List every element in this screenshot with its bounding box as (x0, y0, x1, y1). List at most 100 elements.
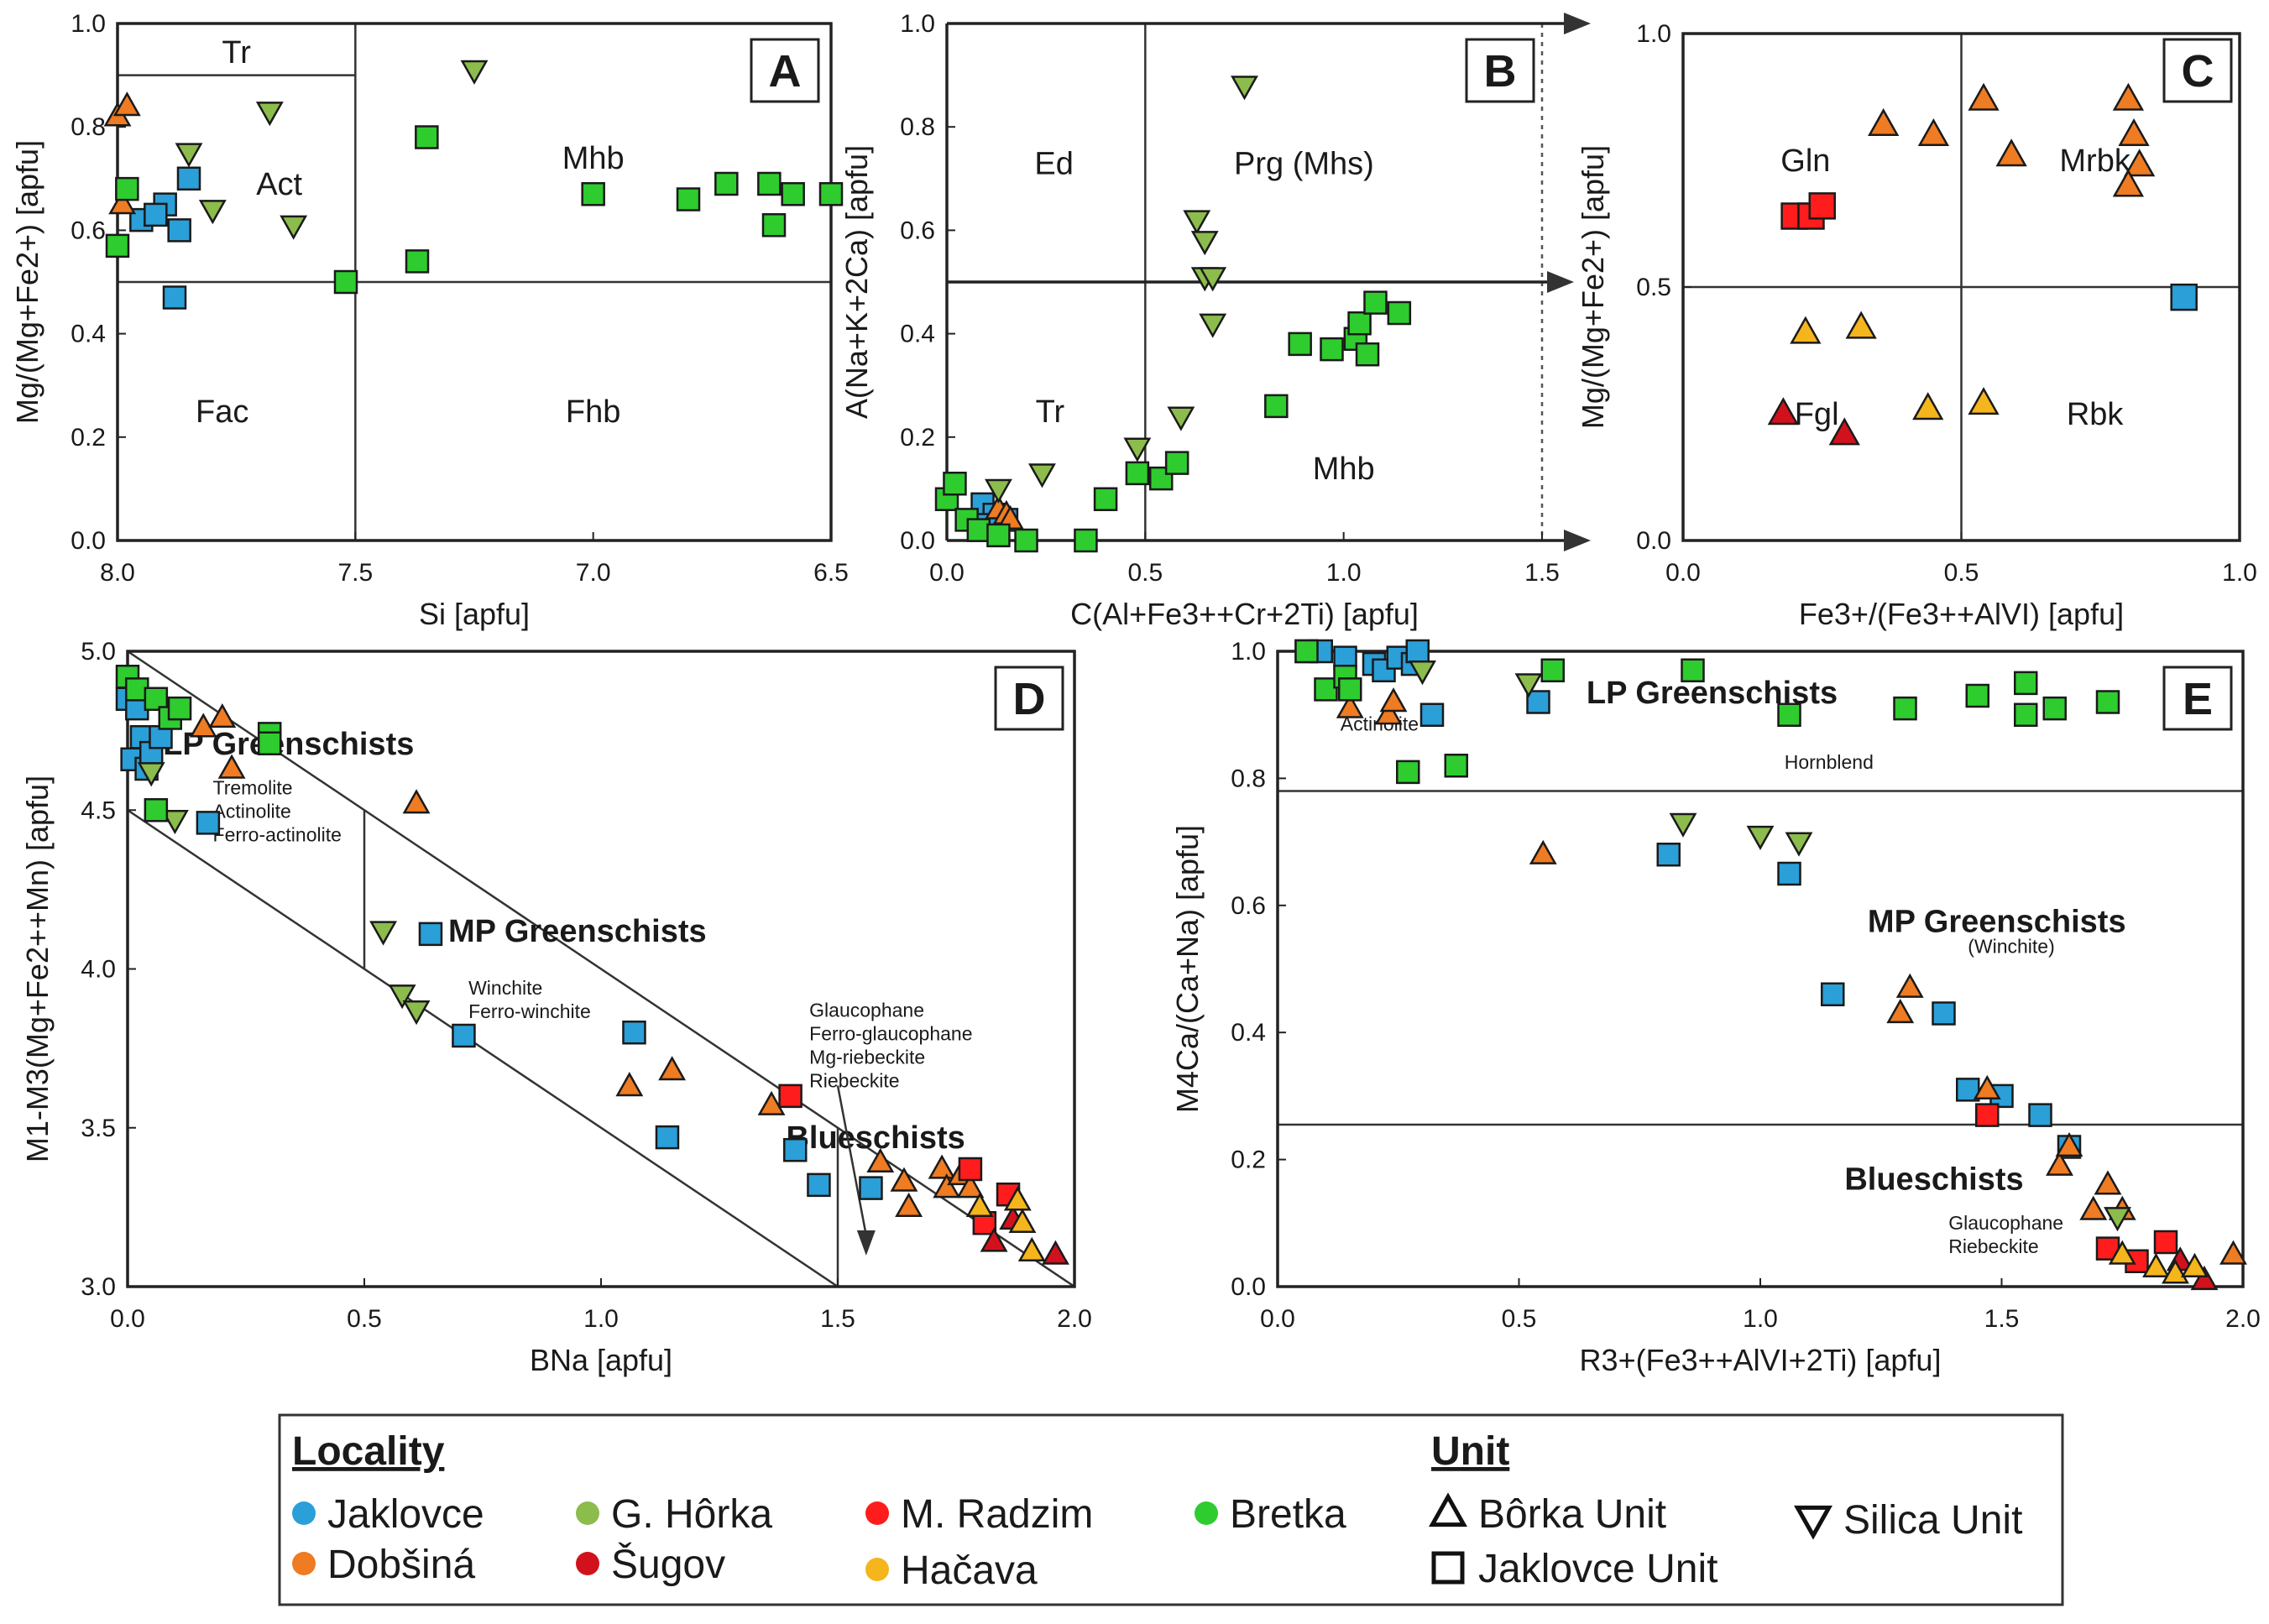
field-label: Rbk (2067, 397, 2125, 432)
field-label: Tr (222, 35, 251, 70)
series-jaklovce (129, 166, 201, 310)
y-tick-label: 0.0 (900, 527, 935, 555)
x-tick-label: 2.0 (2225, 1305, 2261, 1333)
legend-title-unit: Unit (1431, 1429, 1509, 1474)
data-point (1868, 107, 1900, 136)
y-tick-label: 1.0 (900, 10, 935, 38)
data-point (1444, 754, 1468, 778)
data-point (1529, 839, 1557, 864)
y-tick-label: 0.0 (1636, 527, 1671, 555)
data-point (198, 200, 227, 225)
data-point (369, 921, 398, 946)
series-dobsina (189, 702, 985, 1218)
series-bretka (1294, 639, 2120, 785)
y-tick-label: 1.0 (71, 10, 106, 38)
y-axis-label: A(Na+K+2Ca) [apfu] (839, 145, 874, 419)
data-point (757, 1090, 786, 1115)
data-point (1164, 451, 1189, 475)
legend-label: G. Hôrka (611, 1492, 772, 1537)
data-point (167, 696, 192, 721)
panel-letter: C (2182, 46, 2214, 97)
panel-letter-box (750, 38, 820, 103)
panel-letter: E (2183, 674, 2213, 724)
data-point (980, 1227, 1008, 1252)
data-point (1125, 461, 1150, 486)
x-tick-label: 0.5 (1944, 559, 1979, 587)
panel-letter-box (2162, 38, 2233, 103)
annotation-text: Ferro-glaucophane (809, 1022, 972, 1044)
series-dobsina (1336, 687, 2247, 1265)
data-point (676, 187, 701, 211)
data-point (956, 1173, 985, 1198)
x-tick-label: 1.0 (1326, 559, 1362, 587)
data-point (1514, 673, 1543, 698)
data-point (1973, 1074, 2001, 1099)
x-tick-label: 0.0 (1665, 559, 1701, 587)
data-point (1956, 1078, 1980, 1102)
data-point (1167, 406, 1195, 431)
data-point (1288, 332, 1312, 357)
legend-label: Dobšiná (327, 1543, 475, 1587)
y-tick-label: 0.4 (900, 321, 935, 348)
legend-label: Bôrka Unit (1478, 1492, 1666, 1537)
data-point (418, 922, 443, 947)
field-label: Blueschists (786, 1120, 965, 1156)
annotation-text: Glaucophane (1948, 1212, 2063, 1234)
data-point (2104, 1207, 2131, 1232)
x-tick-label: 6.5 (813, 559, 849, 587)
field-label: Fhb (566, 394, 620, 430)
y-tick-label: 0.6 (900, 217, 935, 244)
data-point (1419, 702, 1445, 727)
data-point (1320, 337, 1344, 362)
panel-b: 0.0 0.5 1.0 1.5 0.0 0.2 0.4 0.6 0.8 1.0 Ed Prg (Mhs… (839, 10, 1591, 631)
data-point (2124, 149, 2156, 177)
field-label: Gln (1780, 144, 1830, 179)
x-tick-label: 0.5 (1127, 559, 1163, 587)
data-point (2112, 169, 2145, 197)
data-point (1379, 687, 1408, 713)
data-point (2170, 283, 2198, 311)
x-tick-label: 1.0 (583, 1305, 619, 1333)
data-point (615, 1072, 644, 1097)
annotation-text: Riebeckite (1948, 1235, 2038, 1257)
data-point (160, 809, 189, 835)
data-point (1199, 267, 1227, 292)
data-point (1074, 528, 1098, 553)
annotation-text: Actinolite (213, 800, 291, 822)
panel-e: 0.0 0.5 1.0 1.5 2.00.00.20.40.60.81.0LP Gree… (1170, 638, 2261, 1377)
legend-item-locality: Jaklovce (292, 1492, 484, 1537)
legend-item-unit: Silica Unit (1794, 1498, 2022, 1543)
y-tick-label: 0.4 (1231, 1019, 1266, 1047)
x-axis-label: Fe3+/(Fe3++AlVI) [apfu] (1799, 597, 2124, 631)
legend-color-dot (292, 1501, 316, 1525)
data-point (460, 60, 489, 85)
data-point (2153, 1230, 2178, 1255)
y-tick-label: 0.2 (1231, 1146, 1266, 1174)
x-axis-label: Si [apfu] (419, 597, 530, 631)
data-point (1540, 658, 1565, 682)
data-point (255, 102, 284, 127)
data-point (958, 1157, 983, 1182)
legend-label: Jaklovce Unit (1478, 1547, 1717, 1591)
y-tick-label: 0.6 (71, 217, 106, 244)
data-point (655, 1125, 680, 1150)
legend-marker-triangle-up (1429, 1492, 1467, 1527)
annotation-text: Ferro-winchite (468, 1000, 591, 1022)
y-tick-label: 5.0 (81, 638, 116, 666)
panel-c: 0.0 0.5 1.0 0.0 0.5 1.0 Gln Mrbk Fgl Rbk C Fe3+/(Fe… (1576, 20, 2257, 631)
data-point (1895, 973, 1924, 998)
data-point (1041, 1240, 1069, 1265)
y-tick-label: 0.4 (71, 321, 106, 348)
legend-marker-square (1431, 1551, 1465, 1585)
data-point (176, 166, 201, 191)
data-point (1965, 683, 1989, 708)
data-point (217, 754, 246, 779)
data-point (402, 1000, 431, 1026)
data-point (928, 1154, 956, 1179)
data-point (622, 1020, 646, 1045)
y-axis-label: M1-M3(Mg+Fe2++Mn) [apfu] (20, 775, 55, 1162)
series-g-horka (1409, 661, 2131, 1232)
data-point (2118, 118, 2150, 147)
data-point (2014, 671, 2038, 696)
legend-item-locality: Dobšiná (292, 1543, 475, 1587)
